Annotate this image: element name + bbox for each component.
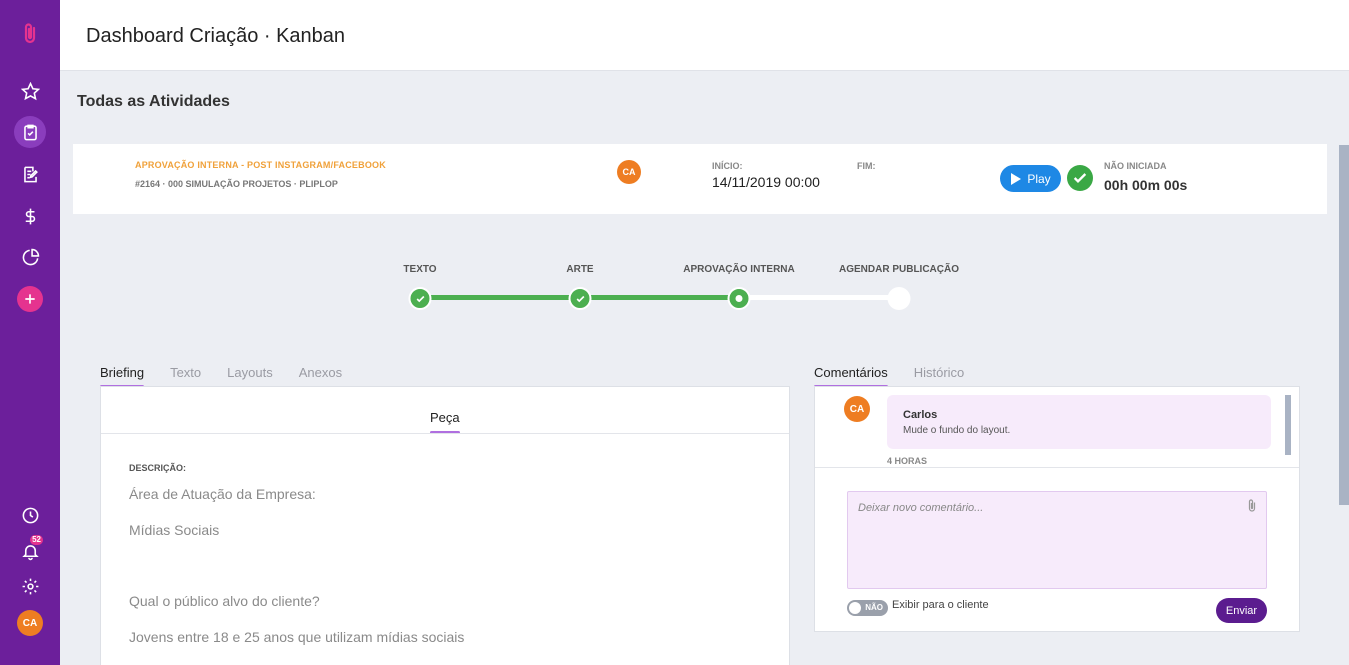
star-icon[interactable] [14, 75, 46, 107]
step-current-dot[interactable] [727, 287, 751, 310]
subtab-peca[interactable]: Peça [430, 410, 460, 434]
comments-panel: CA Carlos Mude o fundo do layout. 4 HORA… [814, 386, 1300, 632]
check-icon [576, 295, 584, 302]
pie-chart-icon[interactable] [14, 241, 46, 273]
section-title: Todas as Atividades [77, 93, 230, 110]
step-pending-dot[interactable] [887, 287, 911, 310]
comment-bubble: Carlos Mude o fundo do layout. [887, 395, 1271, 449]
end-label: FIM: [857, 161, 876, 171]
briefing-tabs: Briefing Texto Layouts Anexos [100, 365, 343, 388]
user-avatar[interactable]: CA [14, 607, 46, 639]
comments-tabs: Comentários Histórico [814, 365, 965, 388]
briefing-line: Qual o público alvo do cliente? [129, 593, 320, 609]
comment-time: 4 HORAS [887, 456, 928, 466]
show-client-label: Exibir para o cliente [892, 599, 989, 611]
clock-icon[interactable] [14, 499, 46, 531]
activity-category: APROVAÇÃO INTERNA - POST INSTAGRAM/FACEB… [135, 160, 386, 170]
tab-historico[interactable]: Histórico [913, 365, 965, 380]
tab-anexos[interactable]: Anexos [298, 365, 343, 380]
description-label: DESCRIÇÃO: [129, 463, 187, 473]
start-label: INÍCIO: [712, 161, 743, 171]
status-label: NÃO INICIADA [1104, 161, 1167, 171]
edit-icon[interactable] [14, 158, 46, 190]
step-label: AGENDAR PUBLICAÇÃO [839, 264, 959, 275]
step-label: APROVAÇÃO INTERNA [683, 264, 795, 275]
new-comment-input[interactable]: Deixar novo comentário... [847, 491, 1267, 589]
plus-icon[interactable] [17, 286, 43, 312]
show-client-toggle[interactable]: NÃO [847, 600, 888, 616]
check-icon [416, 295, 424, 302]
send-button[interactable]: Enviar [1216, 598, 1267, 623]
step-label: TEXTO [403, 264, 437, 275]
notification-badge: 52 [30, 535, 43, 545]
comment-placeholder: Deixar novo comentário... [858, 502, 984, 514]
bell-icon[interactable]: 52 [14, 535, 46, 567]
gear-icon[interactable] [14, 570, 46, 602]
activity-project: #2164 · 000 SIMULAÇÃO PROJETOS · PLIPLOP [135, 179, 338, 189]
comment-avatar: CA [844, 396, 870, 422]
tab-comentarios[interactable]: Comentários [814, 365, 888, 388]
complete-button[interactable] [1067, 165, 1093, 191]
avatar-initials: CA [17, 610, 43, 636]
briefing-line: Jovens entre 18 e 25 anos que utilizam m… [129, 629, 465, 645]
play-icon [1011, 172, 1022, 185]
activity-card[interactable]: APROVAÇÃO INTERNA - POST INSTAGRAM/FACEB… [73, 144, 1327, 214]
page-scrollbar[interactable] [1339, 145, 1349, 505]
divider [815, 467, 1299, 468]
play-label: Play [1027, 171, 1051, 186]
step-done-dot[interactable] [568, 287, 592, 310]
step-done-dot[interactable] [408, 287, 432, 310]
start-value: 14/11/2019 00:00 [712, 174, 820, 190]
page-title: Dashboard Criação · Kanban [86, 25, 346, 47]
stepper-remaining-line [739, 295, 899, 300]
comment-text: Mude o fundo do layout. [903, 425, 1011, 436]
divider [101, 433, 789, 434]
comment-author: Carlos [903, 409, 938, 421]
timer-value: 00h 00m 00s [1104, 177, 1188, 193]
sidebar: 52 CA [0, 0, 60, 665]
tab-texto[interactable]: Texto [170, 365, 202, 380]
play-button[interactable]: Play [1000, 165, 1061, 192]
briefing-line: Área de Atuação da Empresa: [129, 486, 316, 502]
paperclip-icon[interactable] [1246, 498, 1258, 514]
top-header: Dashboard Criação · Kanban [60, 0, 1349, 71]
toggle-state: NÃO [865, 603, 883, 612]
tab-briefing[interactable]: Briefing [100, 365, 145, 388]
tab-layouts[interactable]: Layouts [227, 365, 273, 380]
clipboard-check-icon[interactable] [14, 116, 46, 148]
step-label: ARTE [566, 264, 594, 275]
paperclip-icon[interactable] [14, 18, 46, 50]
briefing-panel: Peça DESCRIÇÃO: Área de Atuação da Empre… [100, 386, 790, 665]
dollar-icon[interactable] [14, 200, 46, 232]
assignee-avatar: CA [617, 160, 641, 184]
comments-scrollbar[interactable] [1285, 395, 1291, 455]
briefing-line: Mídias Sociais [129, 522, 220, 538]
check-icon [1073, 173, 1087, 183]
